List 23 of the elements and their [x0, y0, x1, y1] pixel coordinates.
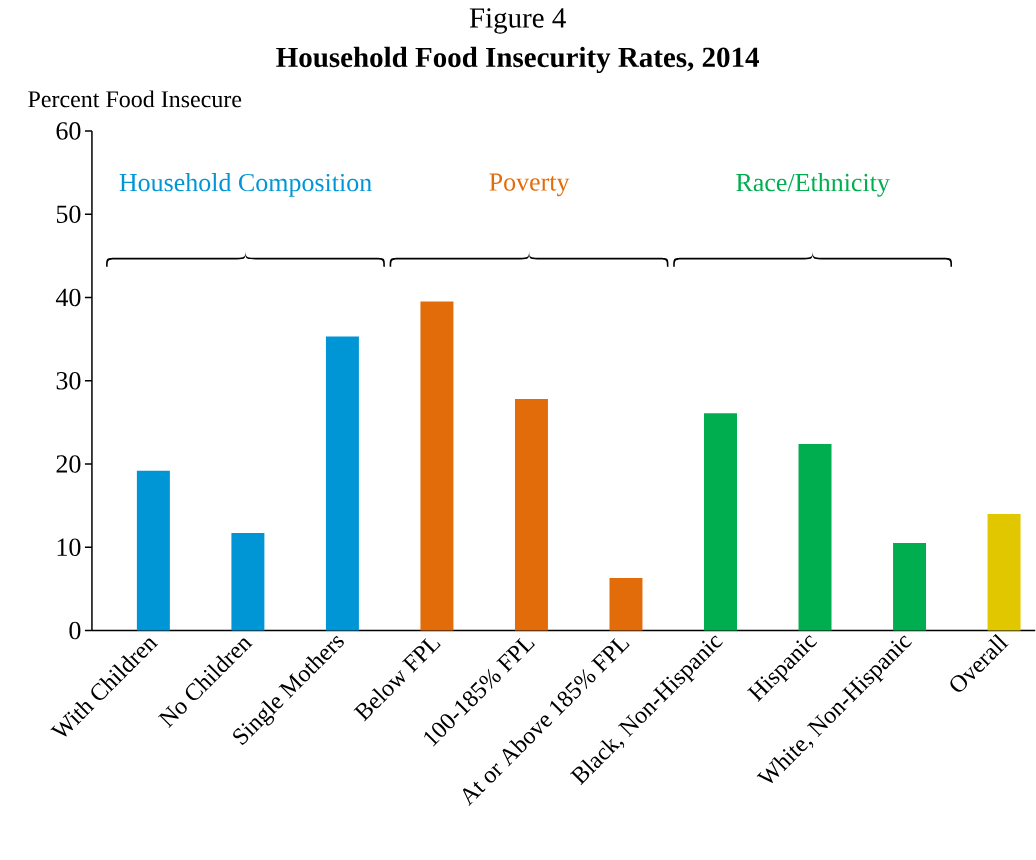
y-tick-label: 0 [69, 621, 81, 640]
y-tick-label: 10 [57, 538, 81, 556]
bar [609, 577, 643, 631]
bar [136, 470, 170, 631]
bar [420, 301, 454, 631]
bar [704, 413, 737, 631]
y-tick-label: 60 [56, 121, 81, 140]
bar [514, 398, 548, 631]
bar [231, 532, 265, 631]
annotation: Race/Ethnicity [736, 172, 890, 197]
chart-subtitle: Household Food Insecurity Rates, 2014 [276, 46, 759, 73]
bar [325, 336, 359, 631]
y-tick-label: 30 [56, 371, 81, 390]
bar [987, 513, 1021, 631]
chart-title: Figure 4 [469, 8, 566, 34]
bar [893, 542, 927, 631]
y-tick-label: 40 [55, 288, 81, 307]
y-tick-label: 50 [56, 205, 81, 223]
y-axis-title: Percent Food Insecure [28, 90, 242, 108]
annotation: Household Composition [119, 172, 372, 197]
bar [798, 443, 832, 631]
annotation: Poverty [489, 173, 570, 196]
y-tick-label: 20 [56, 455, 81, 473]
